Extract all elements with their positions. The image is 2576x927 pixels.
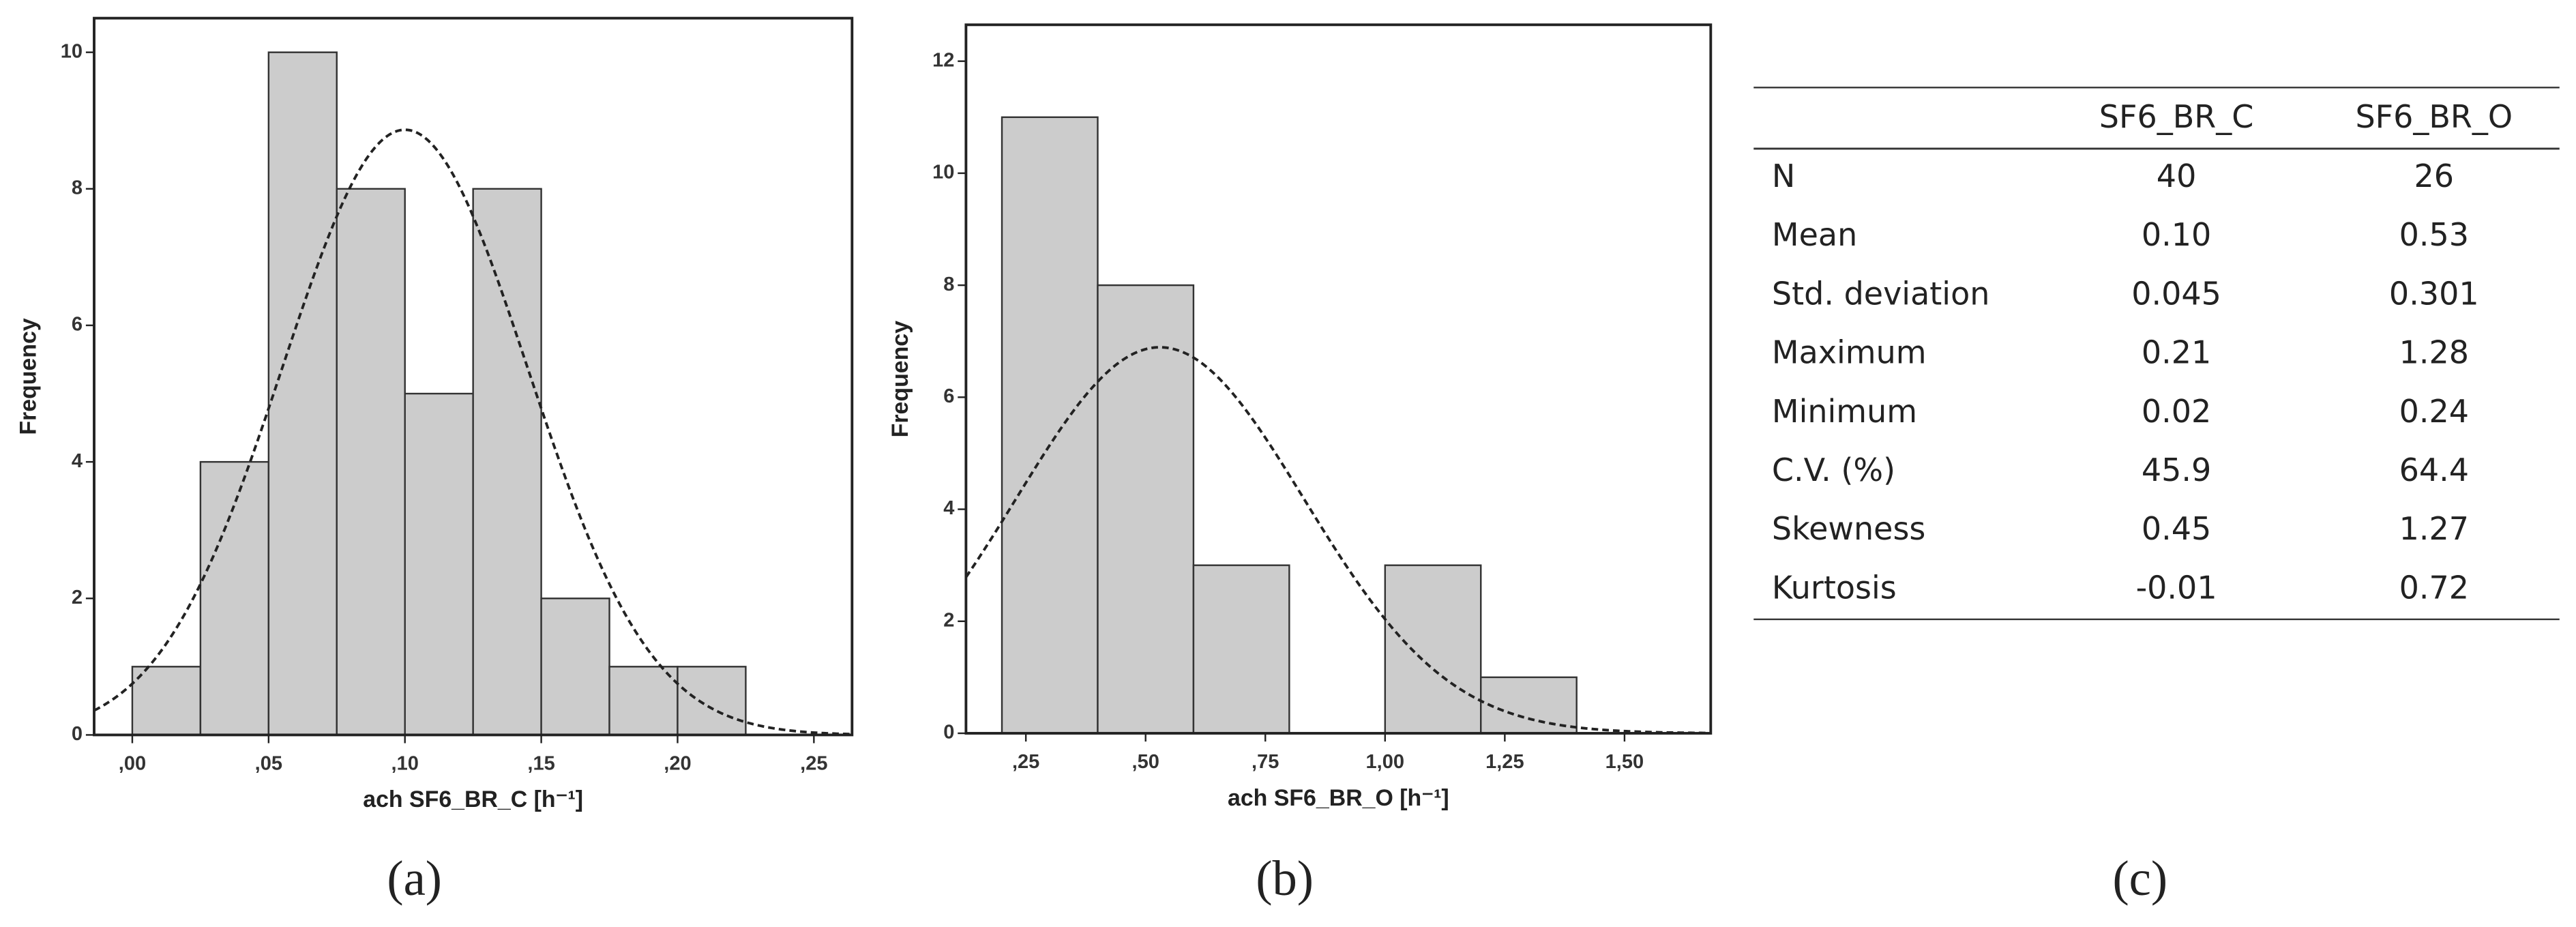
panel-label: (a) bbox=[387, 851, 442, 906]
row-label: Maximum bbox=[1772, 334, 1927, 371]
cell: 0.02 bbox=[2142, 393, 2211, 430]
row-label: Mean bbox=[1772, 216, 1857, 253]
cell: 45.9 bbox=[2142, 452, 2211, 488]
bar bbox=[540, 598, 610, 736]
cell: 0.24 bbox=[2399, 393, 2469, 430]
normal-curve bbox=[966, 346, 1711, 733]
bar bbox=[1384, 564, 1482, 735]
y-tick-label: 0 bbox=[943, 722, 954, 744]
x-tick-label: ,10 bbox=[391, 753, 419, 775]
cell: -0.01 bbox=[2136, 569, 2217, 606]
cell: 40 bbox=[2157, 158, 2197, 194]
row-label: Minimum bbox=[1772, 393, 1917, 430]
cell: 0.21 bbox=[2142, 334, 2211, 371]
cell: 0.045 bbox=[2131, 275, 2221, 312]
y-tick-label: 2 bbox=[72, 587, 83, 608]
panel-label: (b) bbox=[1256, 851, 1314, 906]
y-axis-label: Frequency bbox=[16, 318, 42, 435]
plot-frame bbox=[964, 23, 1713, 735]
bar bbox=[608, 666, 679, 736]
x-tick-label: ,00 bbox=[119, 753, 146, 775]
bar bbox=[472, 188, 542, 736]
y-tick-label: 12 bbox=[932, 49, 954, 71]
x-tick-label: 1,00 bbox=[1366, 751, 1405, 773]
panel-label: (c) bbox=[2113, 851, 2168, 906]
bar bbox=[199, 460, 270, 736]
row-label: Kurtosis bbox=[1772, 569, 1897, 606]
normal-curve bbox=[94, 128, 853, 735]
row-label: N bbox=[1772, 158, 1795, 194]
bar bbox=[404, 392, 474, 736]
row-label: Skewness bbox=[1772, 510, 1926, 547]
cell: 0.45 bbox=[2142, 510, 2211, 547]
plot-frame bbox=[93, 16, 854, 737]
bar bbox=[677, 666, 747, 736]
y-tick-label: 8 bbox=[72, 177, 83, 198]
bar bbox=[1097, 284, 1195, 735]
y-tick-label: 10 bbox=[932, 162, 954, 183]
x-tick-label: ,25 bbox=[1012, 751, 1039, 773]
row-label: Std. deviation bbox=[1772, 275, 1989, 312]
x-tick-label: ,50 bbox=[1132, 751, 1159, 773]
y-axis-label: Frequency bbox=[887, 321, 913, 437]
cell: 26 bbox=[2414, 158, 2455, 194]
cell: 0.301 bbox=[2389, 275, 2479, 312]
x-tick-label: ,05 bbox=[255, 753, 282, 775]
cell: 0.10 bbox=[2142, 216, 2211, 253]
y-tick-label: 4 bbox=[943, 497, 954, 519]
x-tick-label: ,25 bbox=[800, 753, 827, 775]
cell: 0.72 bbox=[2399, 569, 2469, 606]
y-tick-label: 6 bbox=[72, 314, 83, 336]
cell: 1.28 bbox=[2399, 334, 2469, 371]
y-tick-label: 2 bbox=[943, 609, 954, 631]
column-header: SF6_BR_C bbox=[2099, 98, 2254, 135]
x-tick-label: ,15 bbox=[527, 753, 554, 775]
x-axis-label: ach SF6_BR_C [h⁻¹] bbox=[363, 786, 583, 812]
bar bbox=[267, 51, 338, 736]
bar bbox=[336, 188, 406, 736]
y-tick-label: 6 bbox=[943, 385, 954, 407]
x-tick-label: ,75 bbox=[1252, 751, 1279, 773]
y-tick-label: 8 bbox=[943, 274, 954, 295]
row-label: C.V. (%) bbox=[1772, 452, 1895, 488]
y-tick-label: 0 bbox=[72, 723, 83, 745]
cell: 64.4 bbox=[2399, 452, 2469, 488]
y-tick-label: 4 bbox=[72, 450, 83, 472]
cell: 0.53 bbox=[2399, 216, 2469, 253]
x-axis-label: ach SF6_BR_O [h⁻¹] bbox=[1228, 785, 1449, 811]
column-header: SF6_BR_O bbox=[2355, 98, 2513, 135]
bar bbox=[131, 666, 202, 736]
y-tick-label: 10 bbox=[61, 40, 83, 62]
x-tick-label: ,20 bbox=[664, 753, 691, 775]
x-tick-label: 1,50 bbox=[1605, 751, 1644, 773]
bar bbox=[1001, 116, 1099, 735]
x-tick-label: 1,25 bbox=[1485, 751, 1524, 773]
bar bbox=[1192, 564, 1290, 735]
cell: 1.27 bbox=[2399, 510, 2469, 547]
